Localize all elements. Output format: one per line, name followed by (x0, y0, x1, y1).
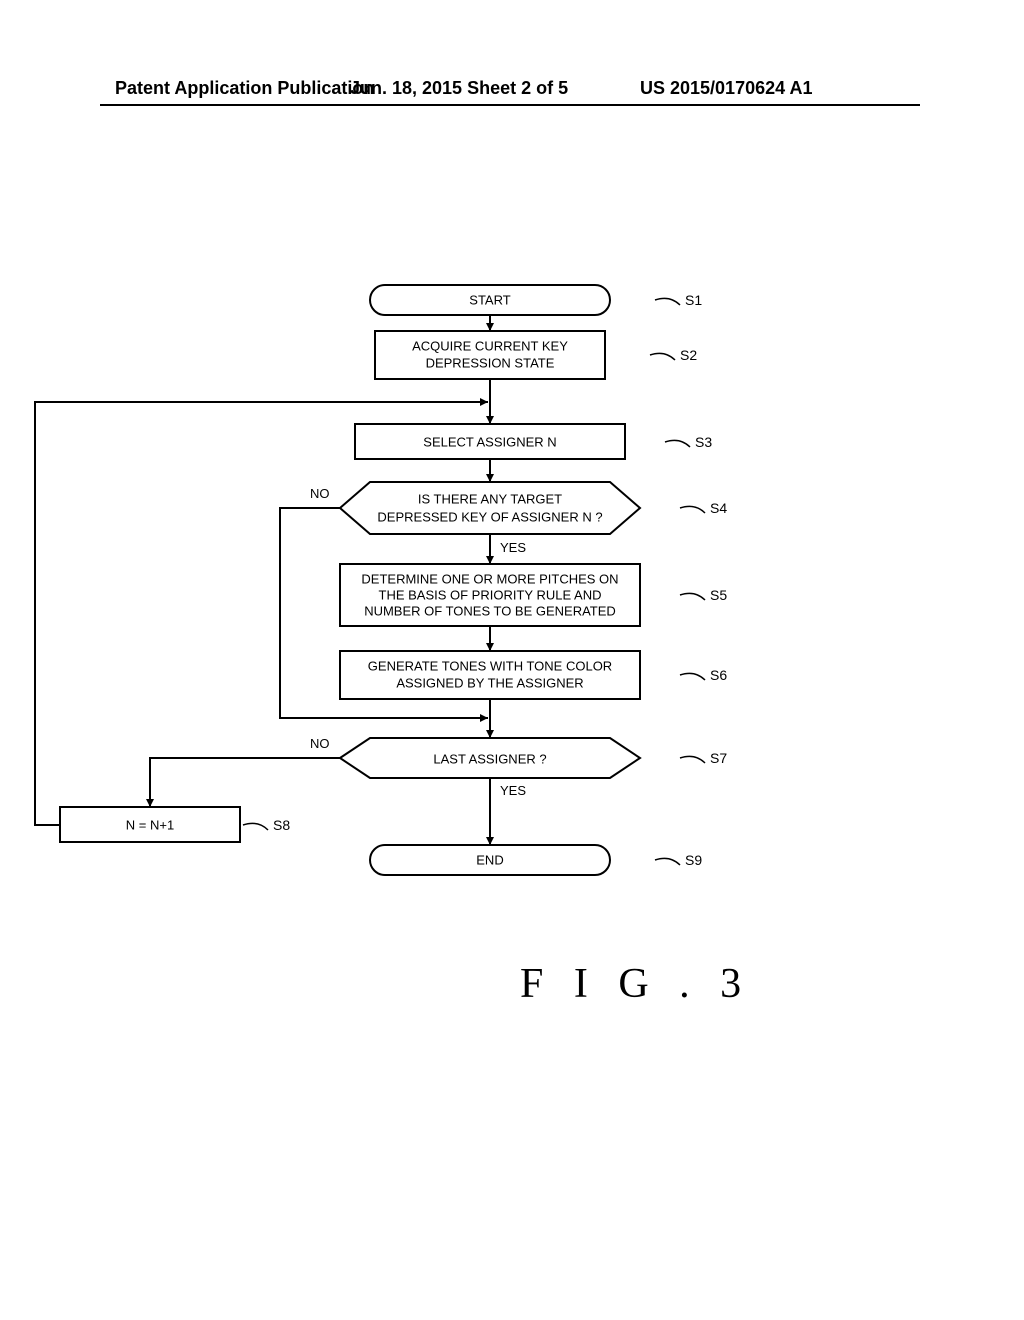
s4-label: S4 (710, 500, 727, 516)
node-s9-end: END (370, 845, 610, 875)
s7-yes-label: YES (500, 783, 526, 798)
s5-text2: THE BASIS OF PRIORITY RULE AND (379, 587, 602, 602)
s5-text1: DETERMINE ONE OR MORE PITCHES ON (361, 571, 618, 586)
s5-label: S5 (710, 587, 727, 603)
s4-text2: DEPRESSED KEY OF ASSIGNER N ? (377, 509, 602, 524)
s9-leader (655, 858, 680, 865)
s8-label: S8 (273, 817, 290, 833)
s9-label: S9 (685, 852, 702, 868)
s5-text3: NUMBER OF TONES TO BE GENERATED (364, 603, 616, 618)
edge-s7-no (150, 758, 340, 807)
node-s2: ACQUIRE CURRENT KEY DEPRESSION STATE (375, 331, 605, 379)
node-s3: SELECT ASSIGNER N (355, 424, 625, 459)
s3-leader (665, 440, 690, 447)
s6-leader (680, 673, 705, 680)
s2-leader (650, 353, 675, 360)
s6-text1: GENERATE TONES WITH TONE COLOR (368, 658, 612, 673)
node-s5: DETERMINE ONE OR MORE PITCHES ON THE BAS… (340, 564, 640, 626)
s3-label: S3 (695, 434, 712, 450)
flowchart-svg: START S1 ACQUIRE CURRENT KEY DEPRESSION … (0, 280, 1024, 980)
s7-text: LAST ASSIGNER ? (433, 751, 546, 766)
s8-leader (243, 823, 268, 830)
s2-label: S2 (680, 347, 697, 363)
header-right: US 2015/0170624 A1 (640, 78, 812, 99)
s4-text1: IS THERE ANY TARGET (418, 491, 562, 506)
node-s8: N = N+1 (60, 807, 240, 842)
s6-label: S6 (710, 667, 727, 683)
header-rule (100, 104, 920, 106)
s1-text: START (469, 292, 510, 307)
s9-text: END (476, 852, 503, 867)
figure-caption: F I G . 3 (520, 960, 751, 1008)
s4-leader (680, 506, 705, 513)
s4-no-label: NO (310, 486, 330, 501)
s2-text1: ACQUIRE CURRENT KEY (412, 338, 568, 353)
s1-label: S1 (685, 292, 702, 308)
node-s1-start: START (370, 285, 610, 315)
s7-label: S7 (710, 750, 727, 766)
s4-yes-label: YES (500, 540, 526, 555)
s5-leader (680, 593, 705, 600)
node-s6: GENERATE TONES WITH TONE COLOR ASSIGNED … (340, 651, 640, 699)
s8-text: N = N+1 (126, 817, 174, 832)
s7-leader (680, 756, 705, 763)
header-center: Jun. 18, 2015 Sheet 2 of 5 (350, 78, 568, 99)
header-left: Patent Application Publication (115, 78, 374, 99)
node-s7: LAST ASSIGNER ? (340, 738, 640, 778)
node-s4: IS THERE ANY TARGET DEPRESSED KEY OF ASS… (340, 482, 640, 534)
s1-leader (655, 298, 680, 305)
s7-no-label: NO (310, 736, 330, 751)
s3-text: SELECT ASSIGNER N (423, 434, 556, 449)
s6-text2: ASSIGNED BY THE ASSIGNER (396, 675, 583, 690)
s2-text2: DEPRESSION STATE (426, 355, 555, 370)
